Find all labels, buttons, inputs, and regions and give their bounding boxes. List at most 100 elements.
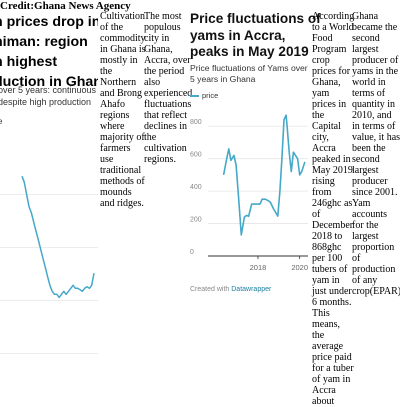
text-line: for a tuber [312, 363, 354, 374]
text-line: been the [352, 143, 386, 154]
text-line: tubers of [312, 264, 348, 275]
text-line: Cultivation [100, 11, 145, 22]
text-line: experienced [144, 88, 193, 99]
text-line: where [100, 121, 125, 132]
article-column-accra: The most populous city in Ghana, Accra, … [144, 11, 193, 165]
text-line: world in [352, 77, 386, 88]
text-line: also [144, 77, 161, 88]
text-line: the [144, 132, 157, 143]
text-line: 246ghc as [312, 198, 353, 209]
text-line: cultivation [144, 143, 187, 154]
y-tick-label: 200 [190, 217, 202, 224]
text-line: Yam [352, 198, 371, 209]
legend-swatch [190, 95, 199, 98]
text-line: majority of [100, 132, 145, 143]
text-line: quantity in [352, 99, 396, 110]
text-line: from [312, 187, 332, 198]
text-line: value, it has [352, 132, 400, 143]
text-line: mostly in [100, 55, 138, 66]
text-line: According [312, 11, 355, 22]
text-line: crop(EPAR) [352, 286, 400, 297]
left-chart-title-line: duction in Ghana [0, 74, 98, 90]
text-line: rising [312, 176, 335, 187]
legend-label: price [202, 91, 219, 100]
text-line: largest [352, 165, 379, 176]
text-line: 868ghc [312, 242, 342, 253]
text-line: Capital [312, 121, 341, 132]
text-line: that reflect [144, 110, 188, 121]
text-line: production [352, 264, 396, 275]
text-line: in terms of [352, 121, 396, 132]
text-line: for the [352, 220, 379, 231]
text-line: crop [312, 55, 330, 66]
left-chart-subtitle-line: over 5 years: continuous [0, 85, 97, 95]
y-tick-label: 400 [190, 184, 202, 191]
text-line: city in [144, 33, 170, 44]
text-line: and Brong [100, 88, 142, 99]
text-line: 6 months. [312, 297, 352, 308]
x-tick-label: 2018 [250, 263, 267, 272]
text-line: use [100, 154, 114, 165]
text-line: about [312, 396, 335, 407]
text-line: populous [144, 22, 181, 33]
text-line: This [312, 308, 330, 319]
text-line: Ghana [352, 11, 379, 22]
text-line: proportion [352, 242, 395, 253]
photo-credit: Credit:Ghana News Agency [0, 0, 131, 12]
text-line: of [312, 209, 321, 220]
article-column-ghana-production: Ghana became the second largest producer… [352, 11, 400, 297]
text-line: 2018 to [312, 231, 343, 242]
left-chart-subtitle: over 5 years: continuous despite high pr… [0, 85, 98, 108]
text-line: the period [144, 66, 185, 77]
text-line: of the [100, 22, 124, 33]
text-line: largest [352, 44, 379, 55]
datawrapper-chart-plot: 0 200 400 600 800 2018 2020 [190, 114, 308, 272]
text-line: The most [144, 11, 182, 22]
chart-title-line: yams in Accra, [190, 27, 286, 43]
datawrapper-link[interactable]: Datawrapper [231, 286, 272, 293]
chart-title-line: Price fluctuations of [190, 11, 321, 26]
text-line: since 2001. [352, 187, 398, 198]
text-line: regions [100, 110, 130, 121]
text-line: prices for [312, 66, 351, 77]
text-line: May 2019 [312, 165, 353, 176]
text-line: the [312, 330, 325, 341]
text-line: Food [312, 33, 333, 44]
text-line: the [312, 110, 325, 121]
text-line: the [100, 66, 113, 77]
text-line: means, [312, 319, 341, 330]
chart-footer: Created with Datawrapper [190, 286, 271, 293]
text-line: Ghana, [312, 77, 341, 88]
text-line: peaked in [312, 154, 351, 165]
article-column-world-food-program: According to a World Food Program crop p… [312, 11, 355, 407]
left-chart-title-line: himan: region [0, 34, 88, 50]
text-line: prices in [312, 99, 347, 110]
text-line: terms of [352, 88, 386, 99]
text-line: Ghana, [144, 44, 173, 55]
text-line: average [312, 341, 344, 352]
text-line: second [352, 33, 380, 44]
text-line: December [312, 220, 354, 231]
text-line: per 100 [312, 253, 343, 264]
series-line [21, 175, 95, 299]
text-line: of yam in [312, 374, 351, 385]
text-line: accounts [352, 209, 387, 220]
text-line: just under [312, 286, 352, 297]
footer-prefix: Created with [190, 286, 230, 293]
text-line: producer of [352, 55, 399, 66]
left-chart-title-line: n prices drop in [0, 14, 98, 30]
text-line: producer [352, 176, 388, 187]
chart-subtitle-line: Price fluctuations of Yams over [190, 63, 308, 73]
article-column-cultivation: Cultivation of the commodity in Ghana is… [100, 11, 146, 209]
text-line: of any [352, 275, 378, 286]
text-line: Accra [312, 385, 336, 396]
chart-subtitle-line: 5 years in Ghana [190, 74, 256, 84]
datawrapper-chart-subtitle: Price fluctuations of Yams over 5 years … [190, 63, 312, 85]
text-line: became the [352, 22, 398, 33]
text-line: yams in the [352, 66, 399, 77]
x-tick-label: 2020 [291, 263, 308, 272]
y-tick-label: 600 [190, 152, 202, 159]
text-line: commodity [100, 33, 146, 44]
text-line: Northern [100, 77, 137, 88]
text-line: Accra, over [144, 55, 191, 66]
